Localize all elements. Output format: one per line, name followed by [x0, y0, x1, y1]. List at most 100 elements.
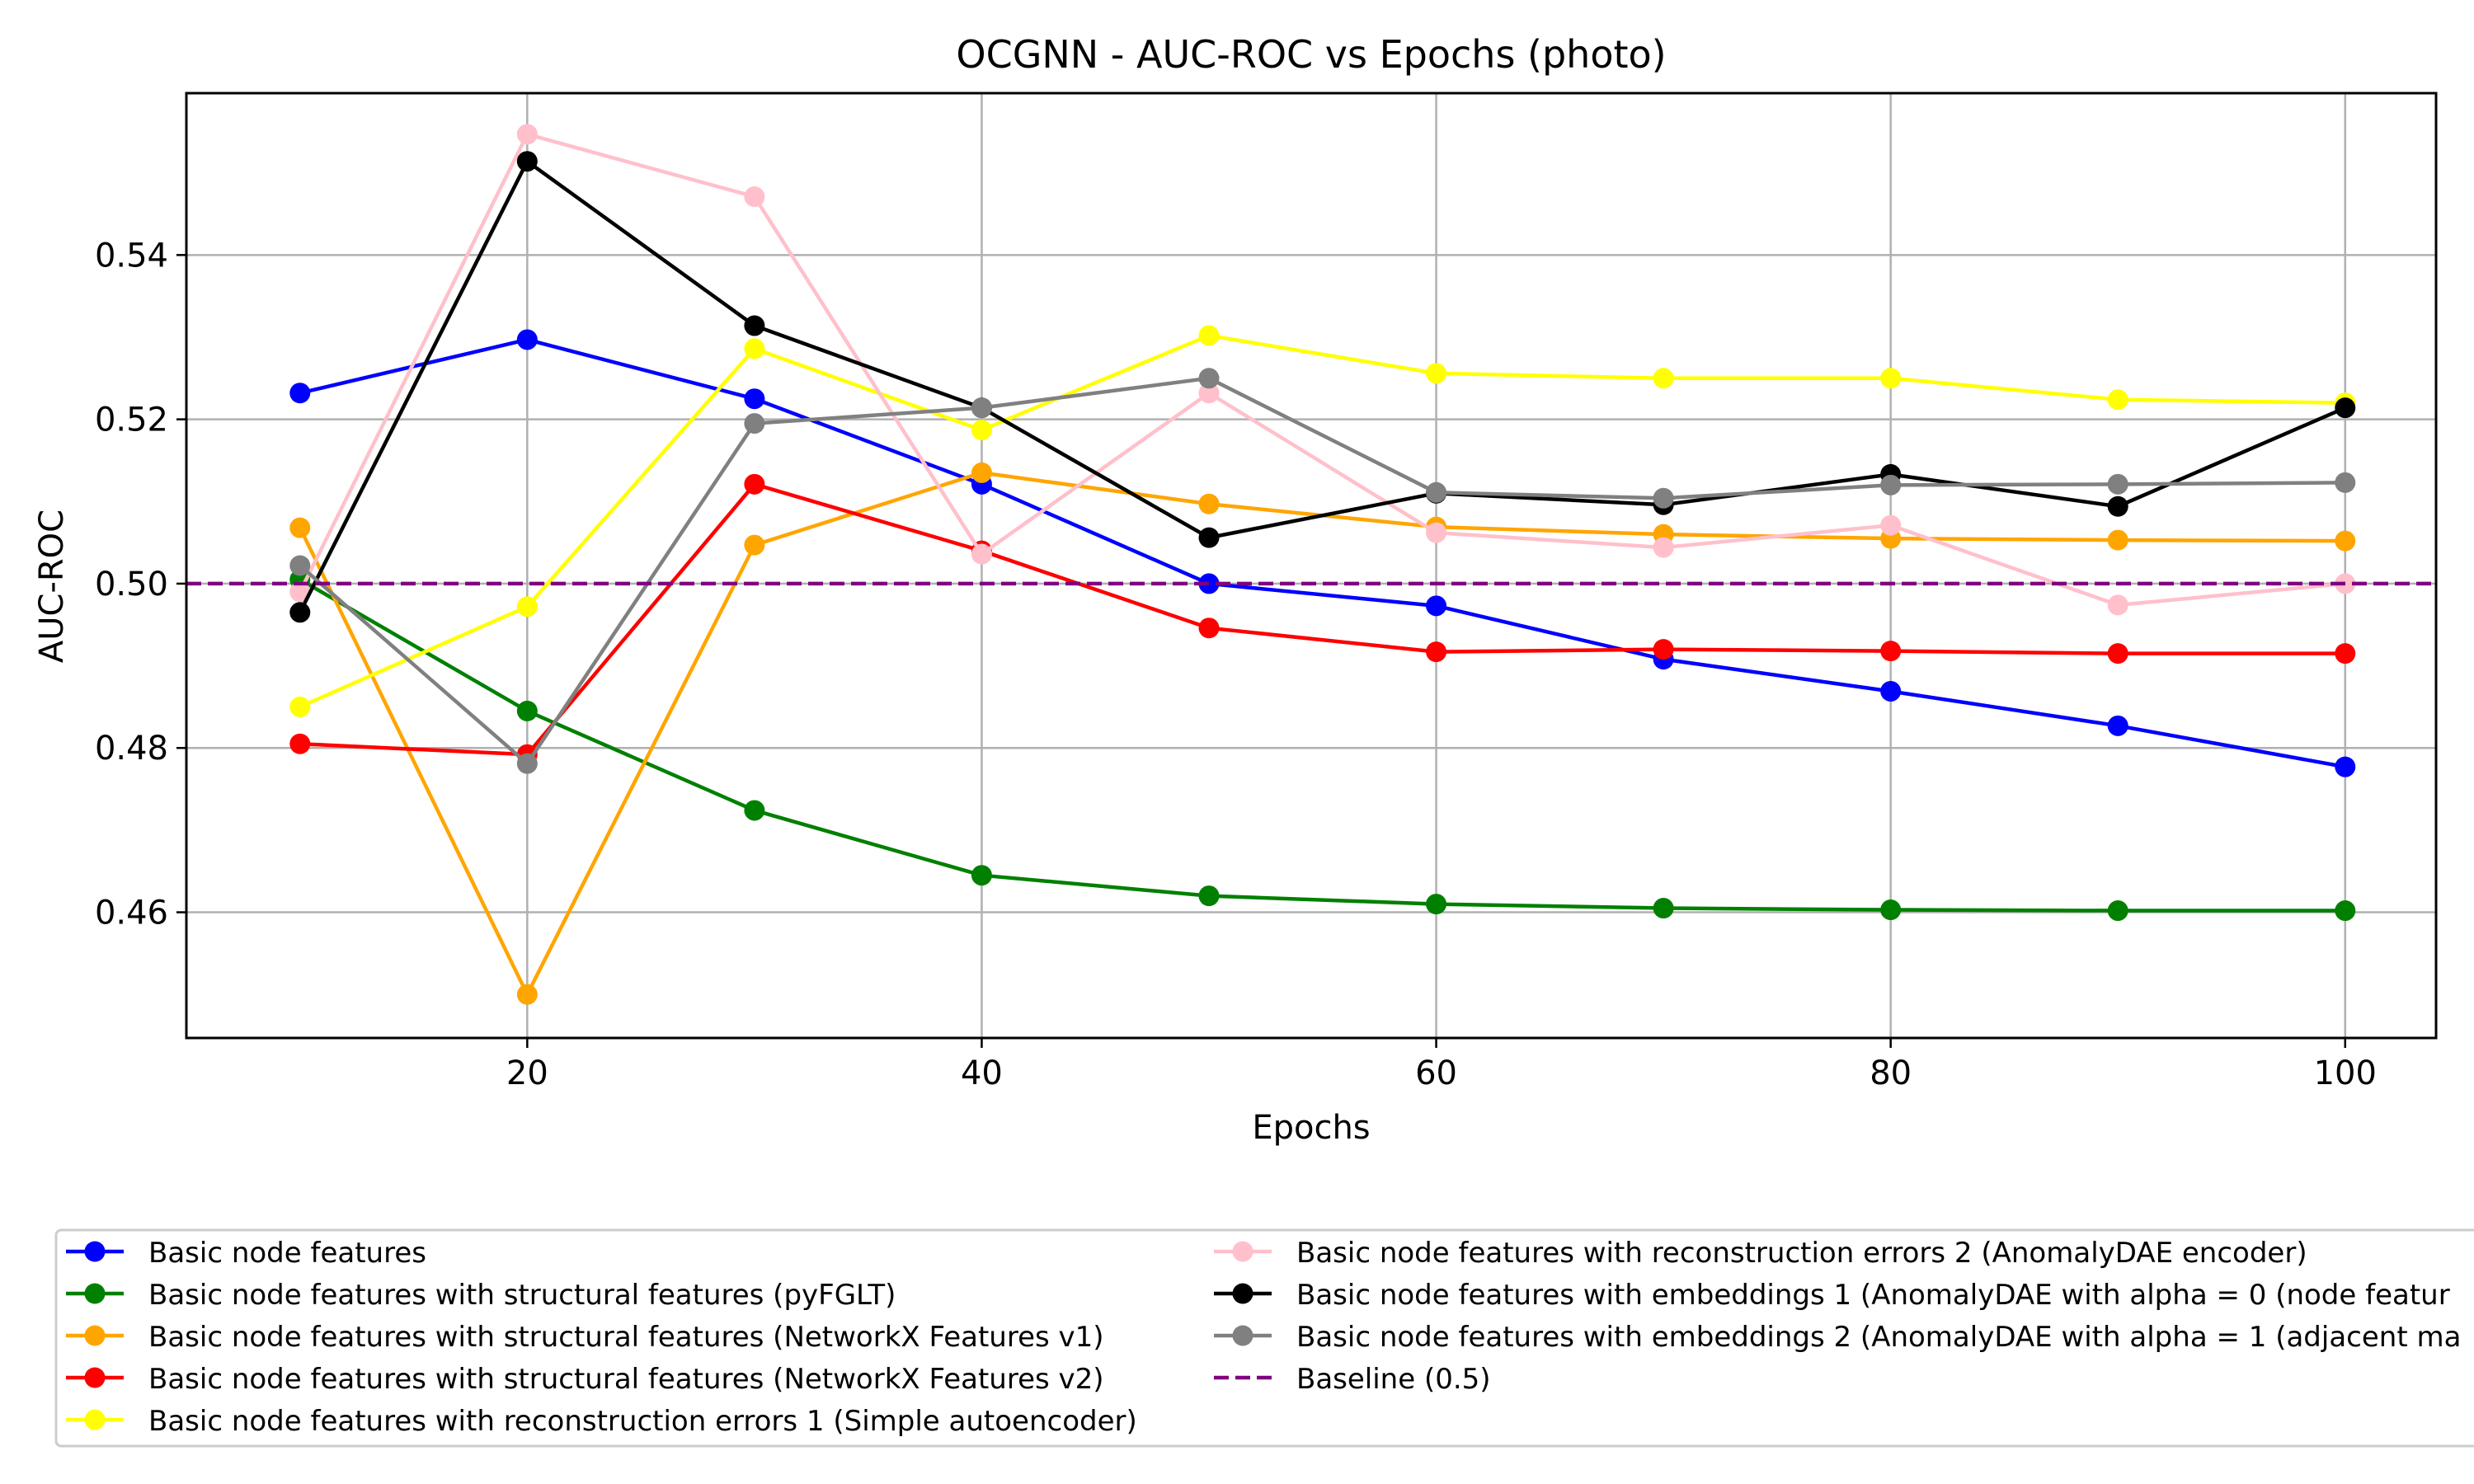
- data-point: [516, 329, 538, 350]
- data-point: [2335, 530, 2356, 552]
- data-point: [971, 397, 992, 419]
- series-line: [299, 333, 2345, 709]
- data-point: [744, 534, 765, 556]
- data-point: [289, 555, 311, 576]
- series-7: [289, 151, 2356, 623]
- data-point: [1426, 641, 1447, 663]
- grid: [186, 93, 2436, 1038]
- legend-marker: [1232, 1325, 1253, 1346]
- data-point: [2107, 594, 2128, 616]
- legend-label: Basic node features with structural feat…: [148, 1321, 1104, 1354]
- series-8: [289, 368, 2356, 774]
- series-line: [299, 376, 2345, 766]
- data-point: [1653, 537, 1674, 558]
- data-point: [516, 753, 538, 774]
- series-line: [299, 482, 2345, 757]
- data-point: [971, 865, 992, 886]
- data-point: [289, 602, 311, 623]
- x-tick-label: 60: [1415, 1054, 1457, 1092]
- data-point: [2107, 389, 2128, 411]
- y-tick-label: 0.48: [95, 730, 168, 768]
- legend-marker: [84, 1325, 106, 1346]
- data-point: [1198, 383, 1220, 404]
- data-point: [1880, 641, 1902, 662]
- data-point: [1880, 514, 1902, 536]
- data-point: [516, 124, 538, 145]
- x-tick-label: 100: [2314, 1054, 2377, 1092]
- legend-entry: Basic node features with structural feat…: [66, 1321, 1104, 1354]
- data-point: [744, 800, 765, 821]
- legend-label: Baseline (0.5): [1296, 1363, 1491, 1396]
- data-point: [1426, 595, 1447, 617]
- data-point: [2107, 495, 2128, 517]
- data-point: [1198, 527, 1220, 548]
- data-point: [744, 315, 765, 336]
- x-axis-label: Epochs: [1252, 1109, 1370, 1147]
- data-point: [289, 696, 311, 717]
- data-point: [1880, 680, 1902, 702]
- data-point: [744, 473, 765, 495]
- series-6: [289, 124, 2356, 616]
- data-point: [1426, 363, 1447, 384]
- data-point: [516, 151, 538, 172]
- legend-label: Basic node features with embeddings 2 (A…: [1296, 1321, 2461, 1354]
- legend-marker: [84, 1283, 106, 1304]
- series-2: [289, 569, 2356, 922]
- data-point: [1198, 493, 1220, 514]
- legend-label: Basic node features: [148, 1237, 426, 1270]
- data-point: [1198, 618, 1220, 639]
- data-point: [1198, 325, 1220, 346]
- data-point: [1426, 522, 1447, 543]
- data-point: [2335, 756, 2356, 777]
- y-tick-label: 0.52: [95, 402, 168, 439]
- series-1: [289, 329, 2356, 777]
- legend-entry: Basic node features with embeddings 2 (A…: [1214, 1321, 2461, 1354]
- series-line: [298, 132, 2345, 608]
- data-point: [2335, 643, 2356, 665]
- y-tick-label: 0.50: [95, 566, 168, 603]
- data-point: [2335, 397, 2356, 419]
- x-tick-label: 20: [506, 1054, 548, 1092]
- data-point: [971, 543, 992, 565]
- data-point: [744, 388, 765, 410]
- data-point: [1426, 481, 1447, 503]
- data-point: [289, 581, 311, 603]
- chart-title: OCGNN - AUC-ROC vs Epochs (photo): [956, 32, 1666, 77]
- legend-entry: Basic node features with structural feat…: [66, 1279, 896, 1312]
- data-point: [2107, 473, 2128, 495]
- axis-ticks: 20 40 60 80 100 0.46 0.48 0.50 0.52 0.54: [95, 237, 2377, 1092]
- data-point: [1198, 885, 1220, 907]
- x-tick-label: 40: [961, 1054, 1003, 1092]
- series-4: [289, 473, 2356, 765]
- data-point: [744, 413, 765, 434]
- data-point: [1880, 368, 1902, 389]
- data-point: [516, 984, 538, 1005]
- legend-marker: [1232, 1241, 1253, 1262]
- series-3: [289, 462, 2356, 1005]
- y-tick-label: 0.54: [95, 237, 168, 275]
- data-point: [971, 462, 992, 483]
- data-point: [2335, 900, 2356, 922]
- data-point: [1653, 487, 1674, 509]
- legend-marker: [84, 1241, 106, 1262]
- y-tick-label: 0.46: [95, 895, 168, 932]
- legend-entry: Basic node features with structural feat…: [66, 1363, 1104, 1396]
- series-line: [299, 337, 2346, 769]
- data-point: [289, 383, 311, 404]
- data-point: [744, 186, 765, 208]
- data-point: [971, 420, 992, 441]
- legend-entry: Basic node features: [66, 1237, 426, 1270]
- legend-marker: [1232, 1283, 1253, 1304]
- legend-marker: [84, 1367, 106, 1388]
- y-axis-label: AUC-ROC: [33, 510, 71, 663]
- legend-entry: Basic node features with embeddings 1 (A…: [1214, 1279, 2450, 1312]
- x-tick-label: 80: [1870, 1054, 1912, 1092]
- legend-entry: Baseline (0.5): [1214, 1363, 1491, 1396]
- data-point: [1198, 368, 1220, 389]
- legend-marker: [84, 1409, 106, 1430]
- data-point: [1653, 898, 1674, 919]
- series-line: [298, 159, 2346, 613]
- data-point: [1426, 894, 1447, 915]
- data-point: [1653, 368, 1674, 389]
